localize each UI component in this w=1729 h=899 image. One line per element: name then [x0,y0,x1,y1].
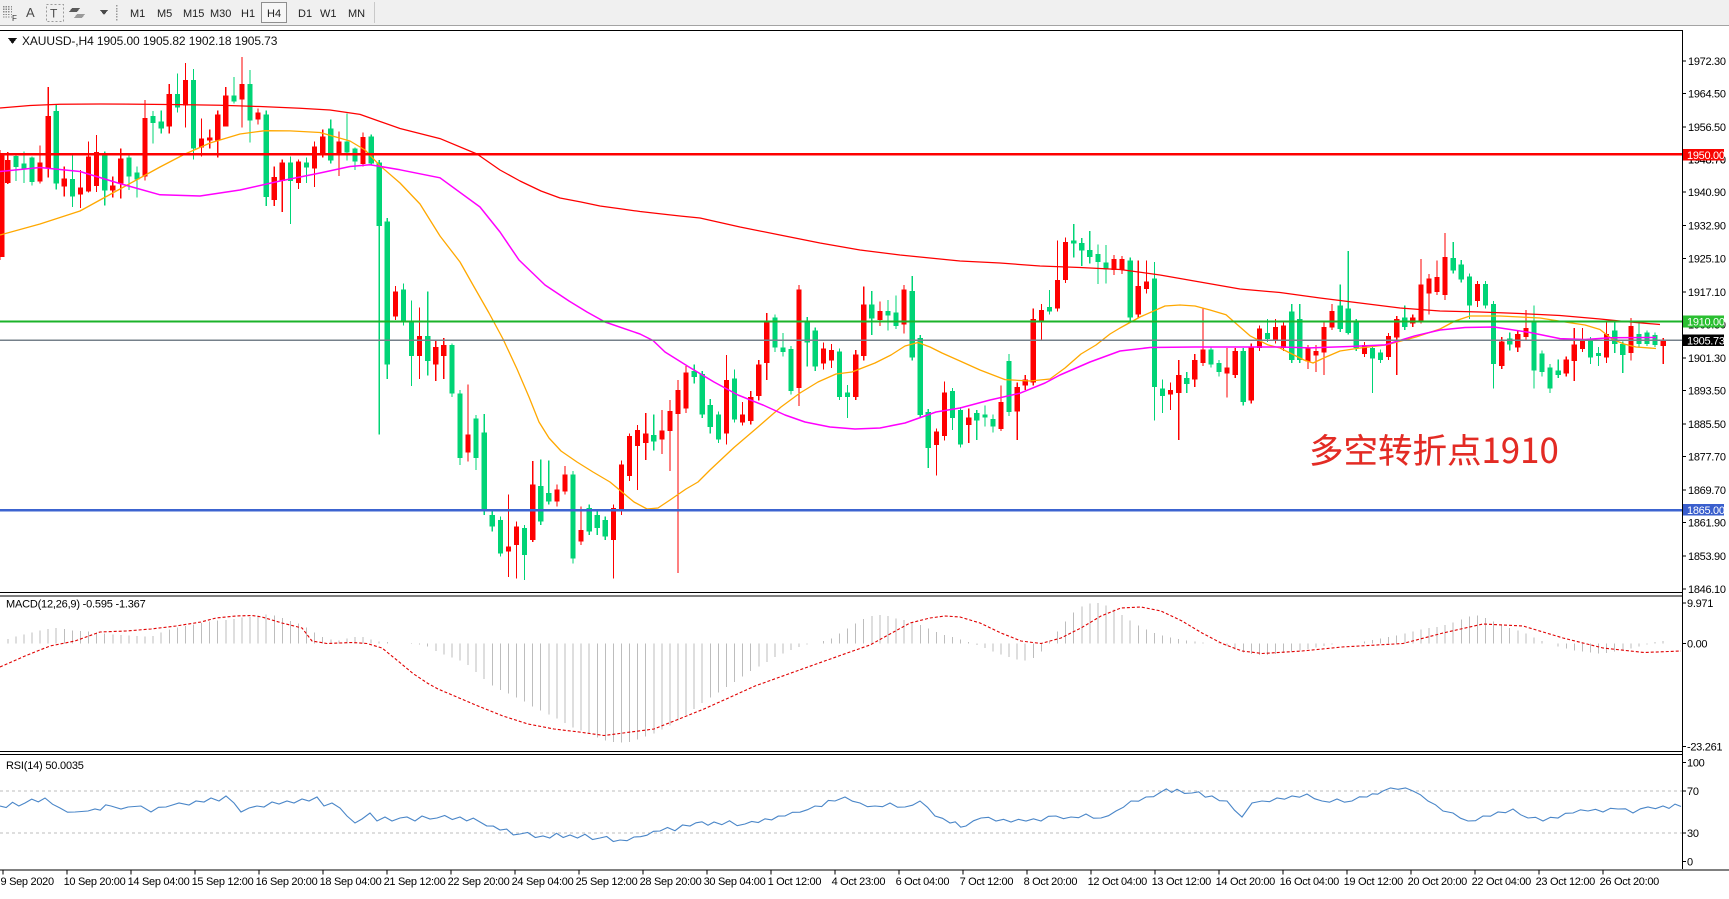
svg-text:1885.50: 1885.50 [1688,419,1726,431]
svg-text:1861.90: 1861.90 [1688,518,1726,530]
svg-text:W1: W1 [320,8,337,20]
svg-text:M5: M5 [157,8,172,20]
svg-text:1910.00: 1910.00 [1687,317,1725,329]
svg-text:M15: M15 [183,8,204,20]
svg-text:1869.70: 1869.70 [1688,485,1726,497]
svg-text:30 Sep 04:00: 30 Sep 04:00 [704,876,766,888]
svg-text:A: A [26,5,35,20]
svg-text:1964.50: 1964.50 [1688,89,1726,101]
svg-text:1893.50: 1893.50 [1688,386,1726,398]
svg-text:7 Oct 12:00: 7 Oct 12:00 [960,876,1014,888]
svg-text:F: F [12,14,17,23]
svg-text:100: 100 [1687,758,1705,770]
svg-text:30: 30 [1687,828,1699,840]
svg-text:1853.90: 1853.90 [1688,551,1726,563]
svg-text:MACD(12,26,9) -0.595 -1.367: MACD(12,26,9) -0.595 -1.367 [6,599,146,611]
svg-text:6 Oct 04:00: 6 Oct 04:00 [896,876,950,888]
svg-text:8 Oct 20:00: 8 Oct 20:00 [1024,876,1078,888]
svg-text:26 Oct 20:00: 26 Oct 20:00 [1600,876,1660,888]
svg-text:H4: H4 [267,8,281,20]
svg-text:1877.70: 1877.70 [1688,452,1726,464]
svg-text:1 Oct 12:00: 1 Oct 12:00 [768,876,822,888]
svg-text:28 Sep 20:00: 28 Sep 20:00 [640,876,702,888]
svg-text:1972.30: 1972.30 [1688,56,1726,68]
svg-text:15 Sep 12:00: 15 Sep 12:00 [192,876,254,888]
svg-text:1901.30: 1901.30 [1688,353,1726,365]
svg-text:19 Oct 12:00: 19 Oct 12:00 [1344,876,1404,888]
svg-text:18 Sep 04:00: 18 Sep 04:00 [320,876,382,888]
svg-text:13 Oct 12:00: 13 Oct 12:00 [1152,876,1212,888]
svg-text:1865.00: 1865.00 [1687,505,1725,517]
svg-text:1956.50: 1956.50 [1688,122,1726,134]
svg-text:20 Oct 20:00: 20 Oct 20:00 [1408,876,1468,888]
svg-text:10 Sep 20:00: 10 Sep 20:00 [64,876,126,888]
svg-text:M1: M1 [130,8,145,20]
svg-text:24 Sep 04:00: 24 Sep 04:00 [512,876,574,888]
svg-text:1932.90: 1932.90 [1688,221,1726,233]
svg-text:RSI(14) 50.0035: RSI(14) 50.0035 [6,760,84,772]
svg-text:4 Oct 23:00: 4 Oct 23:00 [832,876,886,888]
svg-text:14 Sep 04:00: 14 Sep 04:00 [128,876,190,888]
svg-text:22 Sep 20:00: 22 Sep 20:00 [448,876,510,888]
svg-text:22 Oct 04:00: 22 Oct 04:00 [1472,876,1532,888]
svg-text:0: 0 [1687,856,1693,868]
svg-text:25 Sep 12:00: 25 Sep 12:00 [576,876,638,888]
svg-text:0.00: 0.00 [1687,638,1707,650]
svg-text:1846.10: 1846.10 [1688,584,1726,596]
svg-text:16 Oct 04:00: 16 Oct 04:00 [1280,876,1340,888]
svg-text:9.971: 9.971 [1687,598,1713,610]
svg-text:21 Sep 12:00: 21 Sep 12:00 [384,876,446,888]
svg-text:MN: MN [348,8,365,20]
svg-text:70: 70 [1687,786,1699,798]
svg-text:1905.73: 1905.73 [1687,335,1725,347]
svg-text:H1: H1 [241,8,255,20]
svg-text:1940.90: 1940.90 [1688,187,1726,199]
svg-text:16 Sep 20:00: 16 Sep 20:00 [256,876,318,888]
svg-text:XAUUSD-,H4 1905.00 1905.82 19: XAUUSD-,H4 1905.00 1905.82 1902.18 1905.… [22,34,278,48]
svg-text:D1: D1 [298,8,312,20]
svg-text:1925.10: 1925.10 [1688,253,1726,265]
svg-text:9 Sep 2020: 9 Sep 2020 [1,876,54,888]
svg-text:14 Oct 20:00: 14 Oct 20:00 [1216,876,1276,888]
svg-text:-23.261: -23.261 [1687,741,1722,753]
svg-text:1950.00: 1950.00 [1687,150,1725,162]
svg-text:1917.10: 1917.10 [1688,287,1726,299]
svg-text:23 Oct 12:00: 23 Oct 12:00 [1536,876,1596,888]
svg-text:T: T [50,7,58,21]
svg-text:M30: M30 [210,8,231,20]
svg-text:12 Oct 04:00: 12 Oct 04:00 [1088,876,1148,888]
